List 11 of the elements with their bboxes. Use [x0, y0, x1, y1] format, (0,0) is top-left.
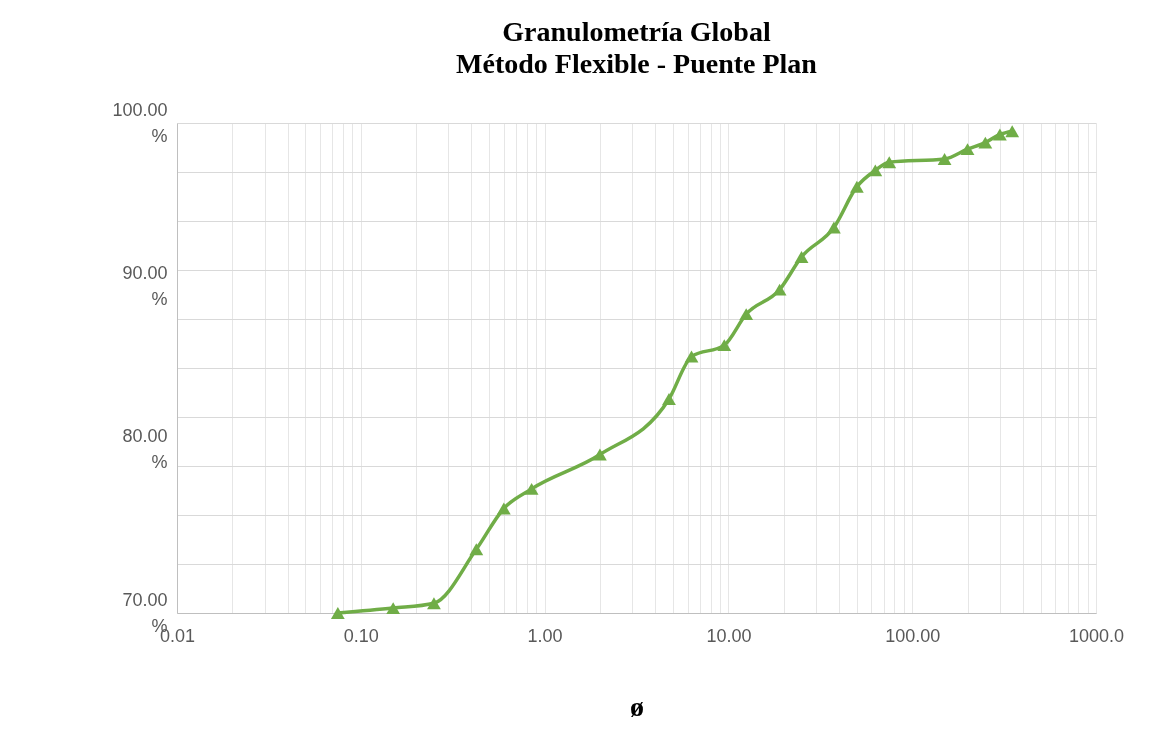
- x-axis-title: ø: [630, 690, 644, 722]
- chart-subtitle: Método Flexible - Puente Plan: [456, 48, 818, 79]
- x-tick-label: 1000.0: [1068, 625, 1125, 646]
- x-tick-label: 0.10: [343, 625, 379, 646]
- x-tick-label: 100.00: [885, 625, 941, 646]
- y-tick-label: 80.00 %: [122, 426, 168, 473]
- x-tick-label: 10.00: [706, 625, 752, 646]
- y-tick-label: 90.00 %: [122, 262, 168, 309]
- chart-title: Granulometría Global: [502, 16, 771, 47]
- x-tick-label: 1.00: [527, 625, 563, 646]
- y-tick-label: 100.00 %: [112, 99, 168, 146]
